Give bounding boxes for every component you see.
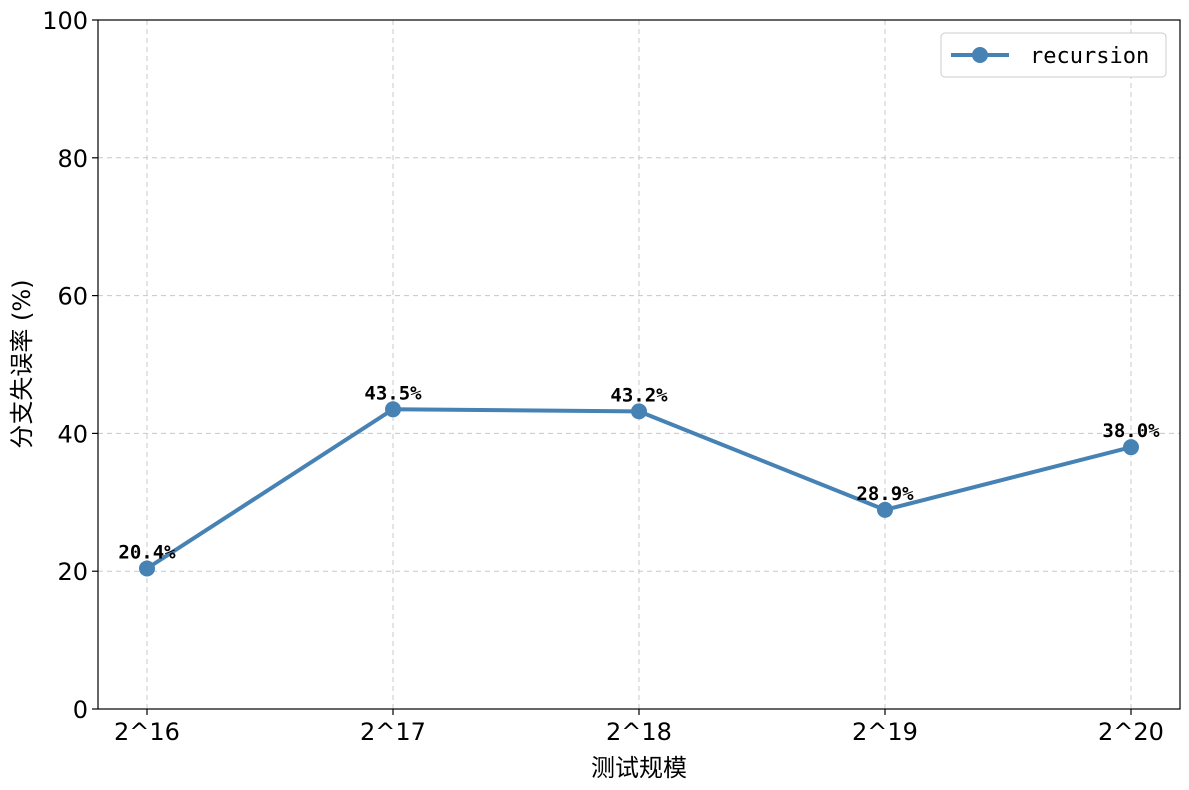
x-tick-label: 2^17 [360, 718, 426, 746]
legend-label-recursion: recursion [1030, 44, 1149, 69]
data-label: 20.4% [118, 541, 176, 563]
x-tick-label: 2^20 [1098, 718, 1164, 746]
legend-box [940, 32, 1167, 78]
data-label: 43.5% [364, 382, 422, 404]
y-axis-title: 分支失误率 (%) [8, 279, 36, 448]
data-point [139, 560, 155, 577]
x-tick-label: 2^19 [852, 718, 918, 746]
x-axis: 2^16 2^17 2^18 2^19 2^20 [114, 709, 1164, 746]
legend: recursion [940, 32, 1167, 78]
y-tick-label: 80 [57, 145, 88, 173]
data-labels: 20.4% 43.5% 43.2% 28.9% 38.0% [118, 382, 1160, 563]
data-point [631, 403, 647, 420]
y-tick-label: 20 [57, 558, 88, 586]
y-tick-label: 40 [57, 420, 88, 448]
series [139, 401, 1139, 577]
data-point [1123, 439, 1139, 456]
y-tick-label: 100 [42, 7, 88, 35]
y-tick-label: 60 [57, 283, 88, 311]
grid [98, 20, 1180, 709]
x-axis-title: 测试规模 [591, 754, 687, 782]
y-axis: 0 20 40 60 80 100 [42, 7, 98, 724]
x-tick-label: 2^18 [606, 718, 672, 746]
legend-marker-swatch [972, 47, 988, 63]
data-point [385, 401, 401, 418]
data-label: 38.0% [1102, 420, 1160, 442]
data-label: 43.2% [610, 384, 668, 406]
data-label: 28.9% [856, 483, 914, 505]
y-tick-label: 0 [73, 696, 88, 724]
x-tick-label: 2^16 [114, 718, 180, 746]
data-point [877, 501, 893, 518]
